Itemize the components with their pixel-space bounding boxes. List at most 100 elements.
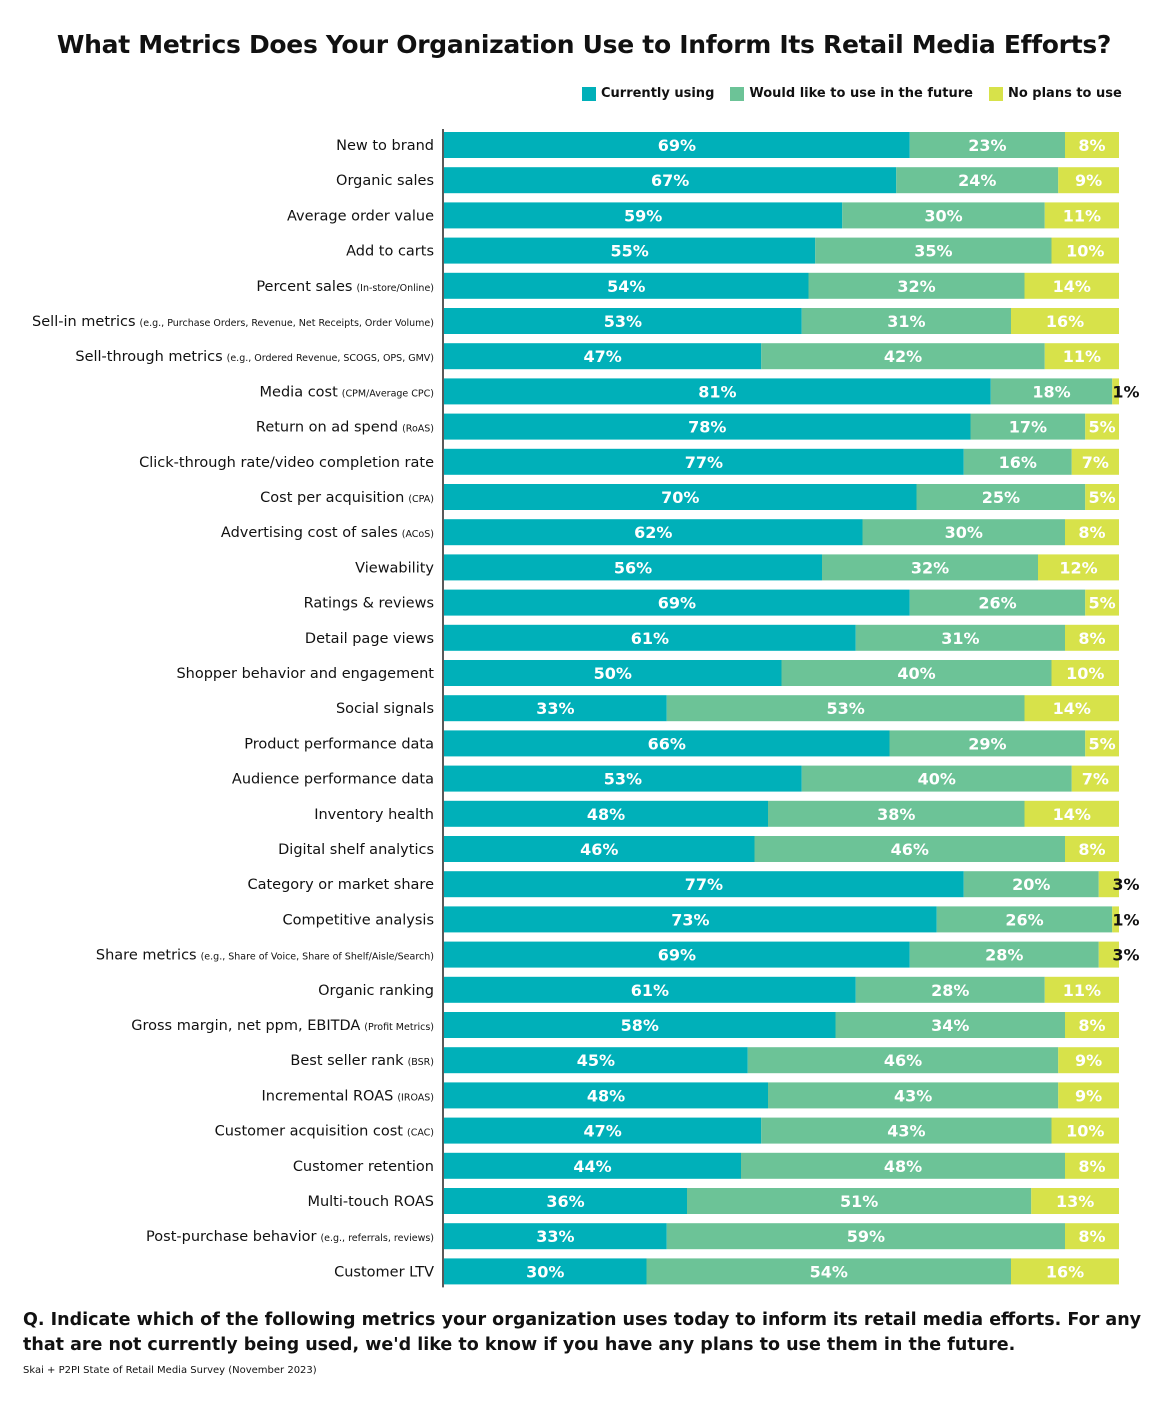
data-label: 30% (526, 1262, 564, 1281)
bar-segment-future (909, 132, 1065, 158)
bar-segment-currently (444, 660, 782, 686)
category-label-main: Category or market share (247, 877, 434, 893)
source-note: Skai + P2PI State of Retail Media Survey… (23, 1365, 317, 1376)
bar-segment-currently (444, 343, 762, 370)
legend-swatch-would-like (730, 86, 745, 101)
bar-segment-currently (444, 132, 910, 158)
bar-segment-no-plans (1051, 237, 1119, 264)
category-label: Organic ranking (318, 983, 434, 999)
data-label: 53% (604, 312, 642, 331)
data-label: 58% (621, 1016, 659, 1035)
category-label-main: Advertising cost of sales (221, 525, 398, 541)
category-label: Advertising cost of sales (ACoS) (221, 525, 434, 541)
bar-segment-no-plans (1112, 906, 1119, 933)
data-label: 46% (884, 1051, 922, 1070)
bar-segment-no-plans (1098, 941, 1119, 968)
data-label: 32% (911, 558, 949, 577)
bar-segment-currently (444, 202, 843, 229)
category-label-main: Media cost (260, 384, 339, 400)
data-label: 9% (1075, 171, 1102, 190)
bar-segment-no-plans (1024, 272, 1119, 299)
survey-question: Q. Indicate which of the following metri… (23, 1310, 1142, 1355)
data-label: 33% (536, 1227, 574, 1246)
category-label-main: Digital shelf analytics (278, 842, 434, 858)
bar-segment-no-plans (1085, 589, 1119, 616)
data-label: 7% (1082, 453, 1109, 472)
category-label: Return on ad spend (RoAS) (256, 420, 434, 436)
bar-segment-currently (444, 836, 755, 862)
data-label: 46% (580, 840, 618, 859)
data-label: 54% (607, 277, 645, 296)
data-label: 51% (840, 1192, 878, 1211)
data-label: 3% (1112, 875, 1139, 894)
category-label-main: Social signals (336, 701, 434, 717)
data-label: 16% (1046, 1262, 1084, 1281)
category-label-main: Click-through rate/video completion rate (139, 455, 434, 471)
data-label: 11% (1063, 347, 1101, 366)
data-label: 53% (826, 699, 864, 718)
category-label-note: (Profit Metrics) (364, 1022, 434, 1033)
bar-segment-no-plans (1011, 1258, 1119, 1285)
category-label: Media cost (CPM/Average CPC) (260, 384, 434, 400)
bar-segment-no-plans (1051, 1117, 1119, 1144)
category-label: Digital shelf analytics (278, 842, 434, 858)
bar-segment-no-plans (1065, 836, 1119, 862)
category-label-note: (CPM/Average CPC) (342, 388, 434, 399)
data-label: 3% (1112, 946, 1139, 965)
bar-segment-future (808, 272, 1025, 299)
bar-segment-future (889, 730, 1086, 757)
bar-segment-no-plans (1085, 413, 1119, 440)
category-label: Detail page views (305, 631, 434, 647)
data-label: 31% (941, 629, 979, 648)
bar-segment-currently (444, 906, 937, 933)
category-label-main: Competitive analysis (283, 912, 435, 928)
legend-label-would-like: Would like to use in the future (749, 86, 973, 101)
category-label: Click-through rate/video completion rate (139, 455, 434, 471)
bar-segment-future (666, 1223, 1065, 1250)
data-label: 30% (945, 523, 983, 542)
bar-segment-no-plans (1098, 871, 1119, 898)
data-label: 8% (1078, 136, 1105, 155)
data-label: 38% (877, 805, 915, 824)
data-label: 16% (999, 453, 1037, 472)
legend-swatch-no-plans (988, 86, 1003, 101)
data-label: 44% (573, 1157, 611, 1176)
data-label: 26% (978, 594, 1016, 613)
chart-title: What Metrics Does Your Organization Use … (56, 30, 1112, 59)
data-label: 50% (594, 664, 632, 683)
data-label: 42% (884, 347, 922, 366)
bar-segment-future (646, 1258, 1011, 1285)
data-label: 55% (610, 242, 648, 261)
data-label: 81% (698, 382, 736, 401)
bar-segment-currently (444, 624, 856, 651)
bar-segment-future (970, 413, 1086, 440)
bar-segment-future (761, 1117, 1052, 1144)
data-label: 11% (1063, 981, 1101, 1000)
bar-segment-no-plans (1058, 1082, 1119, 1109)
bar-segment-no-plans (1085, 484, 1119, 510)
data-label: 8% (1078, 840, 1105, 859)
data-label: 54% (810, 1262, 848, 1281)
category-label: Organic sales (336, 173, 434, 189)
bar-segment-no-plans (1065, 1223, 1119, 1250)
bar-segment-currently (444, 941, 910, 968)
bar-segment-currently (444, 1188, 687, 1214)
data-label: 1% (1112, 382, 1139, 401)
bar-segment-currently (444, 308, 802, 334)
bar-segment-currently (444, 1012, 836, 1038)
category-label: Customer LTV (334, 1264, 434, 1280)
category-label-main: Best seller rank (290, 1053, 404, 1069)
category-label: Category or market share (247, 877, 434, 893)
data-label: 47% (583, 347, 621, 366)
category-label-main: Gross margin, net ppm, EBITDA (131, 1018, 360, 1034)
bar-segment-future (687, 1188, 1032, 1214)
data-label: 13% (1056, 1192, 1094, 1211)
bar-segment-future (896, 167, 1059, 194)
data-label: 11% (1063, 206, 1101, 225)
category-label: Best seller rank (BSR) (290, 1053, 434, 1069)
bar-segment-currently (444, 1047, 748, 1074)
bar-segment-future (815, 237, 1052, 264)
category-label: Sell-through metrics (e.g., Ordered Reven… (75, 349, 434, 365)
bar-segment-future (761, 343, 1045, 370)
data-label: 47% (583, 1122, 621, 1141)
